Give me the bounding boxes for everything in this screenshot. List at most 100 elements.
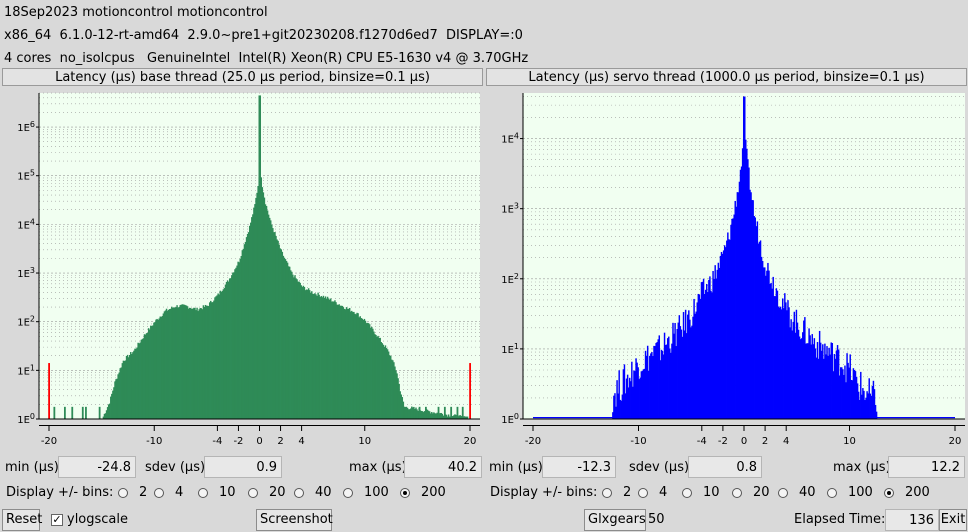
histogram-bar [669, 348, 671, 419]
ylogscale-checkbox[interactable]: ✓ [51, 514, 63, 526]
histogram-bar [803, 320, 805, 419]
servo-bins-4-radio[interactable]: 4 [638, 482, 667, 504]
histogram-bar [194, 307, 196, 419]
histogram-bar [375, 334, 377, 419]
histogram-bar [376, 336, 378, 419]
base-thread-panel: Latency (µs) base thread (25.0 µs period… [2, 68, 483, 508]
base-bins-20-radio[interactable]: 20 [248, 482, 286, 504]
outlier-bar [98, 406, 101, 419]
header-system-line: x86_64 6.1.0-12-rt-amd64 2.9.0~pre1+git2… [4, 28, 523, 43]
x-tick-label: -10 [630, 436, 646, 447]
outlier-bar [71, 406, 74, 419]
base-sdev-value: 0.9 [204, 456, 282, 478]
servo-bins-200-radio[interactable]: 200 [884, 482, 930, 504]
histogram-bar [374, 334, 376, 419]
base-bins-10-radio[interactable]: 10 [198, 482, 236, 504]
histogram-bar [145, 333, 148, 419]
histogram-bar [433, 412, 435, 419]
histogram-bar [625, 378, 628, 419]
histogram-bar [405, 406, 408, 419]
histogram-bar [180, 304, 183, 419]
elapsed-time-label: Elapsed Time: [794, 512, 886, 527]
histogram-bar [764, 267, 766, 419]
histogram-bar [636, 362, 638, 419]
histogram-bar [236, 265, 238, 419]
histogram-bar [845, 382, 847, 419]
histogram-bar [393, 362, 395, 419]
histogram-bar [720, 251, 723, 419]
y-tick-label: 1E1 [17, 363, 35, 377]
histogram-bar [235, 267, 237, 419]
histogram-bar [740, 166, 743, 419]
radio-indicator [732, 488, 742, 498]
histogram-bar [754, 217, 757, 419]
histogram-bar [283, 257, 286, 419]
x-tick-label: 20 [949, 436, 962, 447]
histogram-bar [240, 255, 243, 419]
histogram-bar [631, 361, 633, 419]
histogram-bar [397, 378, 399, 419]
histogram-bar [353, 311, 355, 419]
histogram-bar [310, 292, 312, 419]
histogram-bar [317, 292, 319, 419]
base-bins-100-radio[interactable]: 100 [343, 482, 389, 504]
histogram-bar [851, 380, 854, 419]
histogram-bar [685, 333, 688, 419]
histogram-bar [442, 415, 445, 419]
histogram-bar [778, 307, 781, 419]
exit-button[interactable]: Exit [939, 509, 967, 531]
histogram-bar [460, 415, 462, 419]
histogram-bar [132, 352, 134, 419]
histogram-bar [855, 376, 858, 419]
histogram-bar [300, 285, 302, 419]
base-bins-2-radio[interactable]: 2 [118, 482, 147, 504]
histogram-bar [156, 318, 158, 419]
histogram-bar [681, 336, 684, 419]
histogram-bar [779, 306, 782, 419]
histogram-bar [466, 416, 469, 419]
histogram-bar [382, 344, 385, 419]
histogram-bar [718, 267, 721, 419]
outlier-bar [85, 406, 87, 419]
outlier-bar [437, 406, 440, 419]
histogram-bar [254, 204, 256, 419]
histogram-bar [243, 244, 246, 419]
histogram-bar [428, 411, 431, 419]
base-bins-4-radio[interactable]: 4 [154, 482, 183, 504]
histogram-bar [134, 348, 136, 419]
histogram-bar [772, 276, 774, 419]
servo-bins-2-radio[interactable]: 2 [602, 482, 631, 504]
histogram-bar [213, 300, 215, 419]
radio-indicator [343, 488, 353, 498]
histogram-bar [823, 358, 825, 419]
histogram-bar [285, 260, 288, 419]
histogram-bar [771, 288, 773, 419]
reset-button[interactable]: Reset [2, 509, 42, 531]
base-bins-200-radio[interactable]: 200 [400, 482, 446, 504]
servo-bins-10-radio[interactable]: 10 [682, 482, 720, 504]
histogram-bar [225, 281, 228, 419]
x-tick-label: -10 [146, 436, 162, 447]
glxgears-button[interactable]: Glxgears [584, 509, 646, 531]
histogram-bar [368, 324, 371, 419]
bins-option-label: 100 [848, 485, 873, 500]
y-tick-label: 1E5 [17, 169, 35, 183]
servo-bins-40-radio[interactable]: 40 [778, 482, 816, 504]
histogram-bar [641, 370, 644, 419]
histogram-bar [142, 338, 145, 419]
histogram-bar [677, 322, 679, 419]
base-bins-40-radio[interactable]: 40 [294, 482, 332, 504]
servo-bins-100-radio[interactable]: 100 [827, 482, 873, 504]
histogram-bar [868, 378, 870, 419]
histogram-bar [404, 406, 407, 419]
histogram-bar [620, 400, 623, 419]
screenshot-button[interactable]: Screenshot [256, 509, 333, 531]
histogram-bar [643, 368, 646, 419]
bins-option-label: 2 [623, 485, 632, 500]
servo-bins-20-radio[interactable]: 20 [732, 482, 770, 504]
histogram-bar [116, 378, 118, 419]
histogram-bar [665, 344, 668, 419]
histogram-bar [174, 307, 176, 419]
histogram-bar [755, 226, 758, 419]
bins-option-label: 200 [421, 485, 446, 500]
